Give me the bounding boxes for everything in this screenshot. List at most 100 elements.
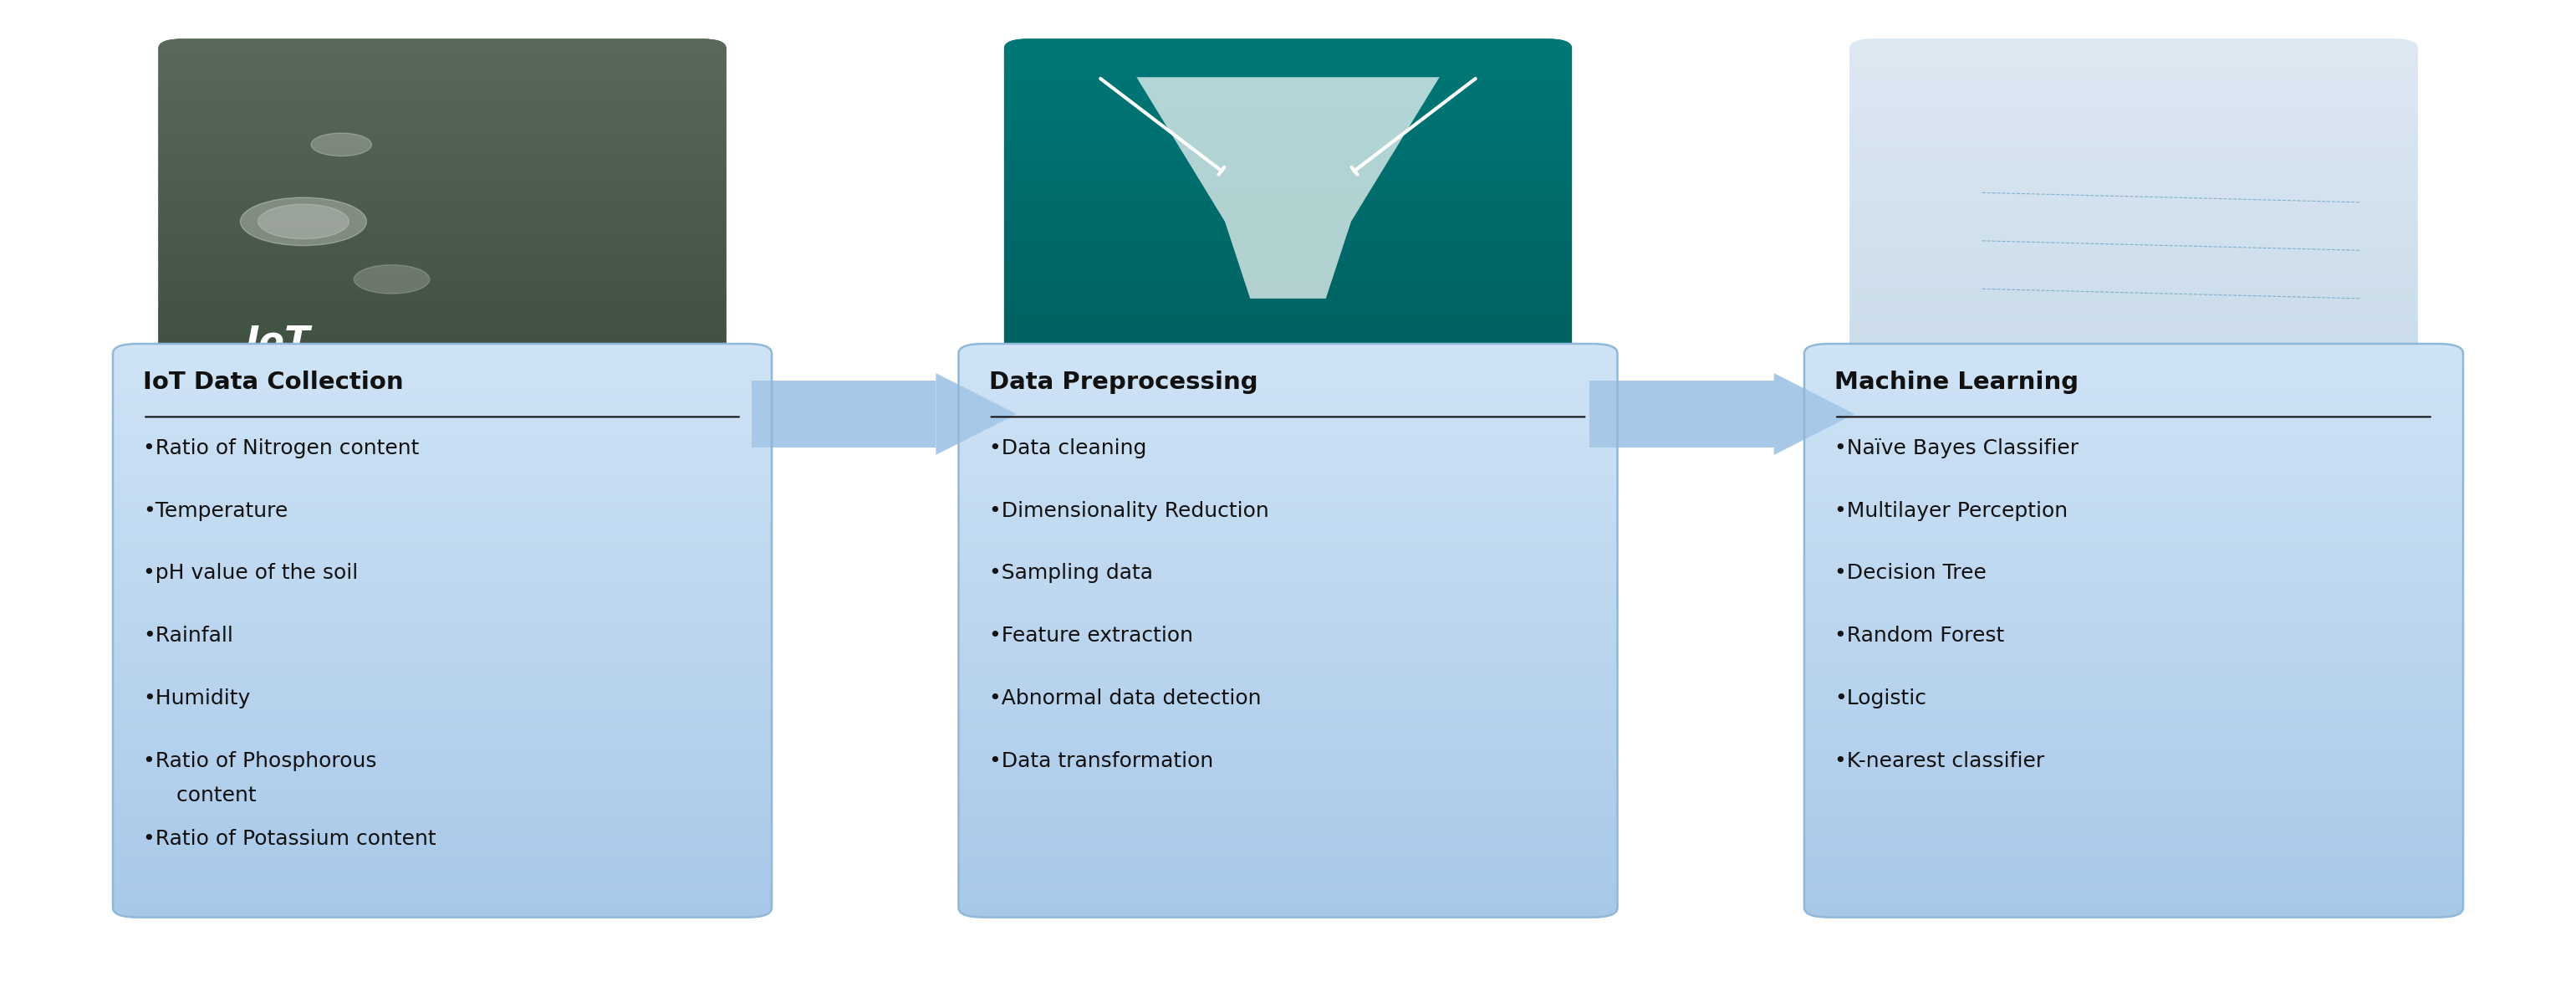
Bar	[1850, 341, 2419, 352]
Bar	[953, 709, 1623, 717]
FancyBboxPatch shape	[958, 344, 1618, 917]
Bar	[108, 370, 778, 378]
Bar	[953, 558, 1623, 566]
Polygon shape	[1136, 78, 1440, 299]
Bar	[1005, 199, 1571, 210]
Bar	[157, 260, 726, 271]
Bar	[108, 521, 778, 529]
Text: content: content	[162, 786, 258, 805]
Bar	[1798, 528, 2468, 537]
Bar	[1850, 209, 2419, 221]
Bar	[1798, 832, 2468, 840]
Bar	[1005, 230, 1571, 241]
Bar	[1798, 536, 2468, 544]
Bar	[108, 536, 778, 544]
Bar	[953, 435, 1623, 443]
Bar	[1850, 361, 2419, 372]
Bar	[157, 58, 726, 69]
Bar	[1005, 392, 1571, 403]
Bar	[157, 392, 726, 403]
Bar	[1005, 432, 1571, 443]
Bar	[1005, 351, 1571, 362]
Bar	[1798, 572, 2468, 580]
Bar	[157, 230, 726, 241]
Bar	[1798, 341, 2468, 349]
Bar	[1850, 411, 2419, 422]
Bar	[108, 362, 778, 370]
Bar	[108, 759, 778, 768]
Bar	[108, 442, 778, 450]
Bar	[1850, 169, 2419, 180]
Bar	[1798, 911, 2468, 919]
Bar	[108, 781, 778, 790]
Bar	[953, 615, 1623, 624]
Bar	[1798, 629, 2468, 637]
Bar	[108, 586, 778, 594]
Bar	[1005, 250, 1571, 261]
Bar	[108, 543, 778, 551]
Bar	[1798, 558, 2468, 566]
Bar	[1005, 98, 1571, 109]
Bar	[953, 536, 1623, 544]
Bar	[157, 291, 726, 301]
Bar	[157, 402, 726, 412]
Bar	[1798, 767, 2468, 775]
Bar	[108, 737, 778, 746]
Bar	[953, 731, 1623, 738]
Bar	[108, 558, 778, 566]
Bar	[953, 737, 1623, 746]
Bar	[953, 392, 1623, 400]
Bar	[157, 209, 726, 221]
Bar	[1850, 240, 2419, 250]
Bar	[1005, 37, 1571, 49]
Bar	[1798, 579, 2468, 587]
Bar	[108, 348, 778, 356]
Bar	[108, 745, 778, 753]
Bar	[1798, 593, 2468, 602]
Bar	[953, 860, 1623, 869]
Bar	[1005, 58, 1571, 69]
Bar	[108, 377, 778, 385]
Bar	[1005, 411, 1571, 422]
Text: •Feature extraction: •Feature extraction	[989, 626, 1193, 646]
Bar	[1005, 108, 1571, 120]
Bar	[1850, 58, 2419, 69]
Bar	[1798, 853, 2468, 861]
Bar	[953, 579, 1623, 587]
Bar	[108, 399, 778, 407]
Bar	[108, 492, 778, 501]
Bar	[953, 507, 1623, 515]
Text: •Random Forest: •Random Forest	[1834, 626, 2004, 646]
FancyBboxPatch shape	[1803, 344, 2463, 917]
Bar	[1850, 421, 2419, 433]
Bar	[1798, 781, 2468, 790]
Bar	[108, 355, 778, 363]
Bar	[157, 119, 726, 130]
Bar	[953, 449, 1623, 458]
Bar	[953, 868, 1623, 876]
Bar	[1005, 361, 1571, 372]
Bar	[1798, 681, 2468, 688]
Bar	[1850, 270, 2419, 281]
Bar	[953, 399, 1623, 407]
Bar	[157, 341, 726, 352]
Bar	[1798, 377, 2468, 385]
Bar	[1005, 321, 1571, 332]
Bar	[1798, 737, 2468, 746]
Bar	[108, 427, 778, 436]
Bar	[1798, 659, 2468, 667]
Polygon shape	[1775, 373, 1855, 455]
Bar	[1005, 209, 1571, 221]
Bar	[1005, 88, 1571, 99]
Bar	[108, 789, 778, 796]
Bar	[108, 413, 778, 421]
Bar	[1005, 280, 1571, 292]
Bar	[953, 890, 1623, 898]
Bar	[953, 515, 1623, 522]
Bar	[1850, 371, 2419, 382]
Text: •Data transformation: •Data transformation	[989, 751, 1213, 771]
Bar	[108, 853, 778, 861]
Bar	[1005, 129, 1571, 139]
Bar	[1005, 421, 1571, 433]
Circle shape	[312, 133, 371, 156]
